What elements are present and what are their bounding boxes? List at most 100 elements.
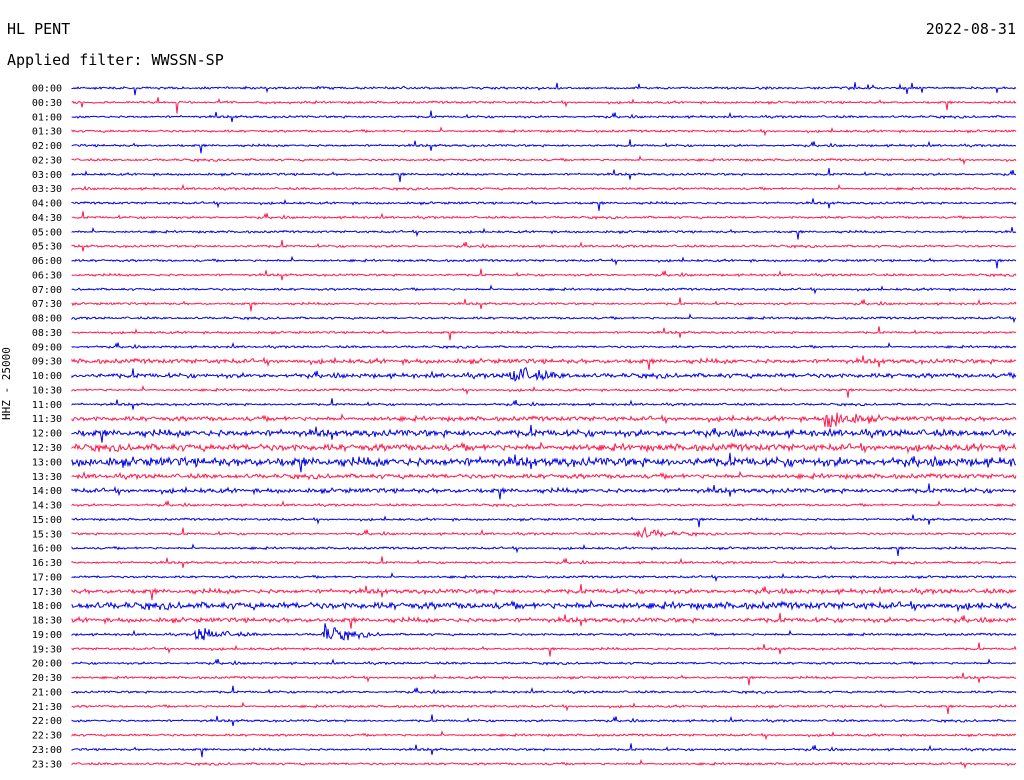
row-label: 18:30: [32, 616, 62, 627]
trace-line: [71, 758, 1017, 770]
row-label: 19:30: [32, 644, 62, 655]
trace-line: [71, 599, 1017, 613]
row-label: 00:30: [32, 98, 62, 109]
row-label: 19:00: [32, 630, 62, 641]
trace-line: [71, 326, 1017, 341]
trace-line: [71, 701, 1017, 715]
row-label: 03:00: [32, 170, 62, 181]
row-label: 14:00: [32, 486, 62, 497]
trace-line: [71, 612, 1017, 629]
trace-line: [71, 126, 1017, 137]
trace-line: [71, 658, 1017, 666]
row-label: 12:30: [32, 443, 62, 454]
row-label: 06:30: [32, 270, 62, 281]
row-label: 14:30: [32, 501, 62, 512]
row-label: 07:30: [32, 299, 62, 310]
row-label: 02:30: [32, 155, 62, 166]
trace-line: [71, 584, 1017, 601]
row-label: 05:00: [32, 227, 62, 238]
trace-line: [71, 284, 1017, 295]
row-label: 16:30: [32, 558, 62, 569]
trace-line: [71, 525, 1017, 539]
trace-line: [71, 556, 1017, 568]
trace-line: [71, 198, 1017, 211]
trace-line: [71, 211, 1017, 220]
row-label: 10:30: [32, 385, 62, 396]
trace-line: [71, 441, 1017, 455]
station-title: HL PENT: [7, 20, 71, 38]
row-label: 02:00: [32, 141, 62, 152]
trace-line: [71, 367, 1017, 382]
row-label: 18:00: [32, 601, 62, 612]
row-label: 22:30: [32, 731, 62, 742]
row-label: 01:00: [32, 112, 62, 123]
trace-line: [71, 743, 1017, 758]
trace-line: [71, 543, 1017, 556]
trace-line: [71, 571, 1017, 583]
trace-line: [71, 398, 1017, 410]
trace-line: [71, 97, 1017, 114]
trace-line: [71, 623, 1017, 641]
trace-line: [71, 268, 1017, 281]
trace-line: [71, 424, 1017, 443]
trace-line: [71, 139, 1017, 154]
row-label: 01:30: [32, 127, 62, 138]
trace-line: [71, 82, 1017, 96]
row-label: 08:00: [32, 314, 62, 325]
row-label: 08:30: [32, 328, 62, 339]
row-label: 13:30: [32, 472, 62, 483]
trace-line: [71, 110, 1017, 123]
trace-line: [71, 355, 1017, 370]
row-label: 20:00: [32, 659, 62, 670]
row-label: 15:00: [32, 515, 62, 526]
trace-line: [71, 239, 1017, 252]
trace-line: [71, 297, 1017, 312]
trace-line: [71, 514, 1017, 528]
date-label: 2022-08-31: [925, 20, 1016, 38]
trace-line: [71, 730, 1017, 741]
row-label: 11:30: [32, 414, 62, 425]
row-label: 23:30: [32, 759, 62, 770]
trace-line: [71, 672, 1017, 686]
trace-line: [71, 452, 1017, 473]
row-label: 04:00: [32, 199, 62, 210]
row-label: 06:00: [32, 256, 62, 267]
row-label: 00:00: [32, 84, 62, 95]
trace-line: [71, 470, 1017, 481]
trace-line: [71, 255, 1017, 269]
trace-line: [71, 154, 1017, 166]
row-label: 09:30: [32, 357, 62, 368]
row-label: 10:00: [32, 371, 62, 382]
trace-line: [71, 500, 1017, 508]
trace-line: [71, 385, 1017, 398]
row-label: 22:00: [32, 716, 62, 727]
row-label: 13:00: [32, 457, 62, 468]
row-label: 05:30: [32, 242, 62, 253]
row-label: 12:00: [32, 429, 62, 440]
row-label: 04:30: [32, 213, 62, 224]
trace-line: [71, 167, 1017, 183]
trace-line: [71, 226, 1017, 240]
trace-line: [71, 685, 1017, 695]
row-label: 03:30: [32, 184, 62, 195]
row-label: 15:30: [32, 529, 62, 540]
trace-line: [71, 313, 1017, 324]
row-label: 21:00: [32, 687, 62, 698]
row-label: 21:30: [32, 702, 62, 713]
trace-line: [71, 341, 1017, 350]
row-label: 09:00: [32, 342, 62, 353]
row-label: 16:00: [32, 544, 62, 555]
trace-line: [71, 483, 1017, 500]
row-label: 17:00: [32, 572, 62, 583]
trace-line: [71, 183, 1017, 192]
row-label: 17:30: [32, 587, 62, 598]
row-label: 20:30: [32, 673, 62, 684]
filter-label: Applied filter: WWSSN-SP: [7, 51, 224, 69]
trace-line: [71, 412, 1017, 428]
row-label: 11:00: [32, 400, 62, 411]
trace-line: [71, 642, 1017, 657]
row-label: 23:00: [32, 745, 62, 756]
trace-line: [71, 714, 1017, 727]
row-label: 07:00: [32, 285, 62, 296]
